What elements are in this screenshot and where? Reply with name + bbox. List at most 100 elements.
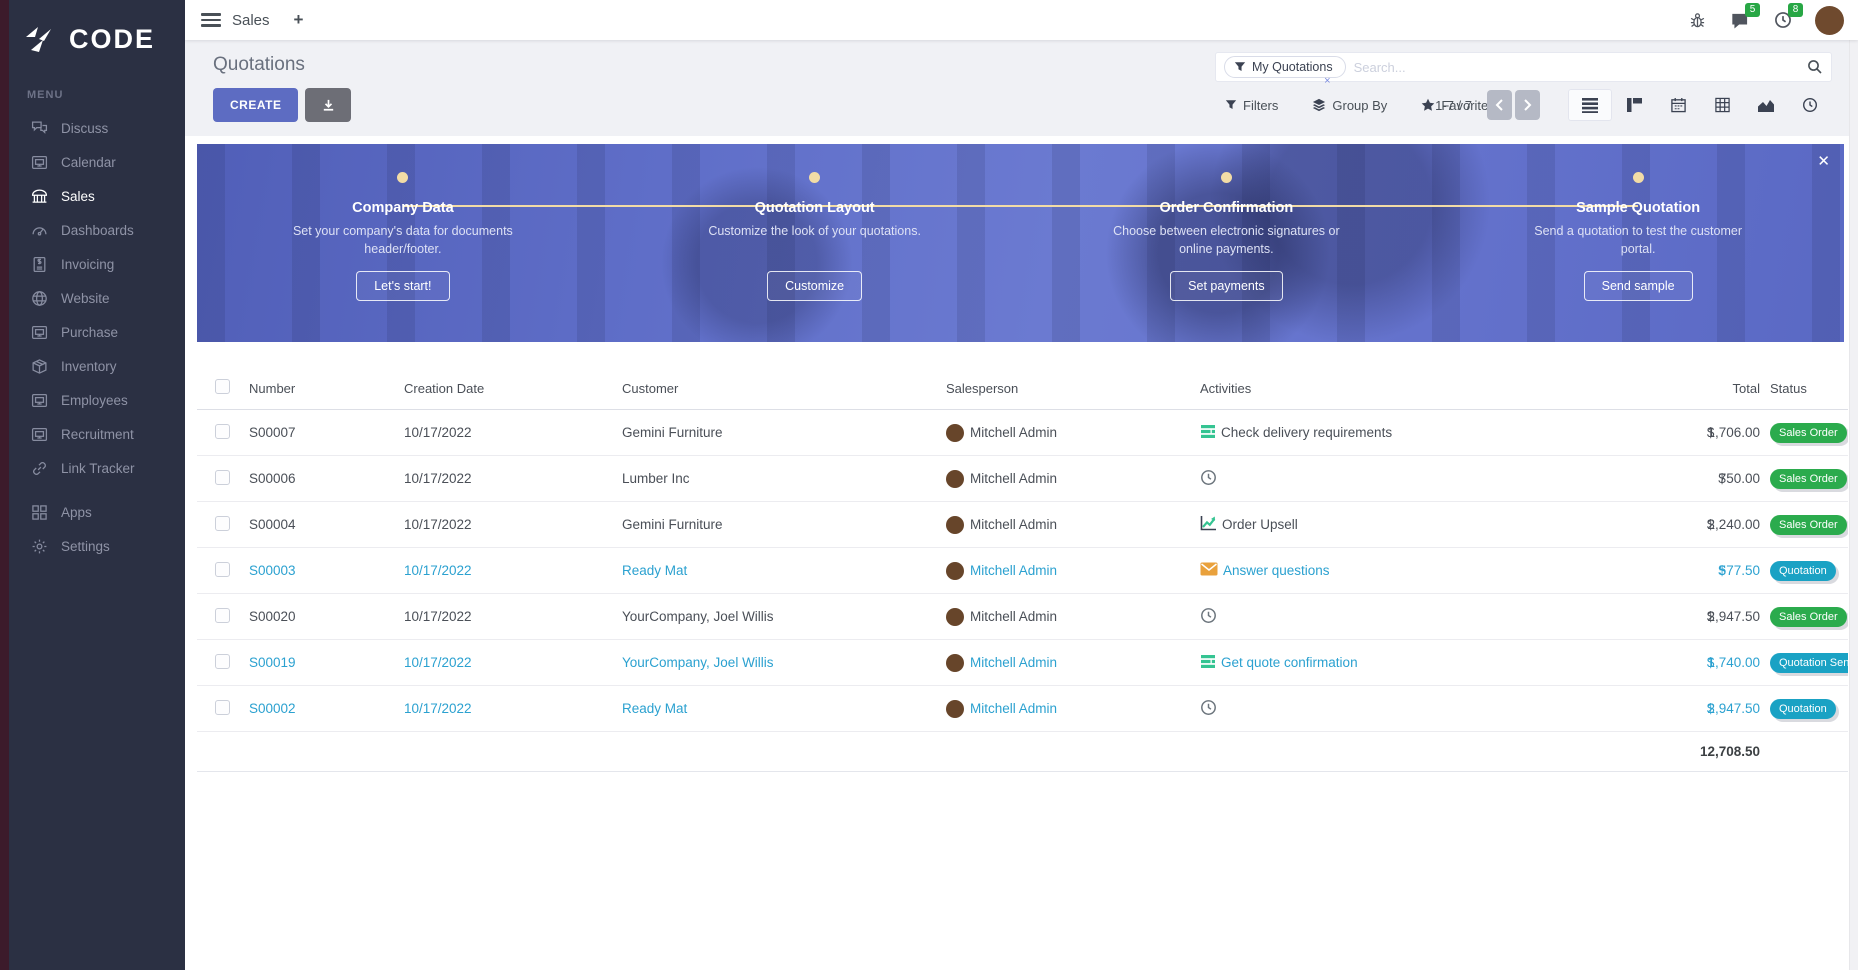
sidebar-item-calendar[interactable]: Calendar bbox=[0, 145, 185, 179]
cell-creation-date[interactable]: 10/17/2022 bbox=[400, 685, 618, 732]
cell-salesperson[interactable]: Mitchell Admin bbox=[970, 471, 1058, 486]
cell-activity-label[interactable]: Answer questions bbox=[1223, 563, 1330, 578]
table-row-S00002[interactable]: S00002 10/17/2022 Ready Mat Mitchell Admin $… bbox=[197, 685, 1848, 732]
row-checkbox[interactable] bbox=[215, 699, 230, 715]
sidebar-item-purchase[interactable]: Purchase bbox=[0, 315, 185, 349]
pager-next-button[interactable] bbox=[1515, 90, 1540, 120]
step-action-button[interactable]: Send sample bbox=[1583, 271, 1693, 301]
cell-customer[interactable]: Gemini Furniture bbox=[618, 409, 942, 456]
cell-customer[interactable]: Ready Mat bbox=[618, 547, 942, 594]
table-row-S00020[interactable]: S00020 10/17/2022 YourCompany, Joel Willis… bbox=[197, 593, 1848, 640]
activity-clock-topbar-icon[interactable]: 8 bbox=[1772, 3, 1803, 31]
cell-salesperson[interactable]: Mitchell Admin bbox=[970, 701, 1058, 716]
search-icon[interactable] bbox=[1807, 59, 1823, 75]
cell-creation-date[interactable]: 10/17/2022 bbox=[400, 455, 618, 502]
cell-customer[interactable]: YourCompany, Joel Willis bbox=[618, 639, 942, 686]
banner-close-icon[interactable]: ✕ bbox=[1817, 153, 1830, 170]
row-checkbox[interactable] bbox=[215, 561, 230, 577]
select-all-checkbox[interactable] bbox=[215, 379, 230, 394]
sidebar-item-apps[interactable]: Apps bbox=[0, 495, 185, 529]
row-checkbox[interactable] bbox=[215, 607, 230, 623]
cell-salesperson[interactable]: Mitchell Admin bbox=[970, 563, 1058, 578]
cell-salesperson[interactable]: Mitchell Admin bbox=[970, 425, 1058, 440]
export-download-button[interactable] bbox=[305, 88, 352, 122]
step-action-button[interactable]: Set payments bbox=[1170, 271, 1283, 301]
create-button[interactable]: CREATE bbox=[213, 88, 299, 122]
cell-creation-date[interactable]: 10/17/2022 bbox=[400, 547, 618, 594]
activity-clock-icon[interactable] bbox=[1200, 469, 1217, 489]
sidebar-item-employees[interactable]: Employees bbox=[0, 383, 185, 417]
row-checkbox[interactable] bbox=[215, 423, 230, 439]
cell-creation-date[interactable]: 10/17/2022 bbox=[400, 639, 618, 686]
view-list-button[interactable] bbox=[1568, 89, 1612, 121]
step-action-button[interactable]: Customize bbox=[767, 271, 863, 301]
row-checkbox[interactable] bbox=[215, 515, 230, 531]
sidebar-item-dashboards[interactable]: Dashboards bbox=[0, 213, 185, 247]
row-checkbox[interactable] bbox=[215, 469, 230, 485]
cell-creation-date[interactable]: 10/17/2022 bbox=[400, 593, 618, 640]
cell-number[interactable]: S00004 bbox=[245, 501, 400, 548]
view-activity-button[interactable] bbox=[1788, 89, 1832, 121]
cell-number[interactable]: S00006 bbox=[245, 455, 400, 502]
group-by-button[interactable]: Group By bbox=[1312, 98, 1387, 113]
menu-toggle-icon[interactable] bbox=[201, 13, 221, 27]
messages-icon[interactable]: 5 bbox=[1729, 3, 1760, 31]
view-graph-button[interactable] bbox=[1744, 89, 1788, 121]
cell-customer[interactable]: Lumber Inc bbox=[618, 455, 942, 502]
app-tab-sales[interactable]: Sales bbox=[232, 11, 270, 29]
view-kanban-button[interactable] bbox=[1612, 89, 1656, 121]
column-header-activities[interactable]: Activities bbox=[1196, 366, 1600, 410]
search-facet-my-quotations[interactable]: My Quotations × bbox=[1224, 56, 1346, 87]
cell-creation-date[interactable]: 10/17/2022 bbox=[400, 501, 618, 548]
cell-number[interactable]: S00007 bbox=[245, 409, 400, 456]
sidebar-item-sales[interactable]: Sales bbox=[0, 179, 185, 213]
column-header-total[interactable]: Total bbox=[1600, 366, 1762, 410]
table-row-S00019[interactable]: S00019 10/17/2022 YourCompany, Joel Willis… bbox=[197, 639, 1848, 686]
activity-list-icon[interactable] bbox=[1200, 424, 1216, 442]
filters-button[interactable]: Filters bbox=[1225, 98, 1278, 113]
facet-remove-icon[interactable]: × bbox=[1324, 75, 1331, 87]
sidebar-item-website[interactable]: Website bbox=[0, 281, 185, 315]
search-bar[interactable]: My Quotations × bbox=[1215, 52, 1832, 87]
cell-salesperson[interactable]: Mitchell Admin bbox=[970, 655, 1058, 670]
user-avatar[interactable] bbox=[1815, 5, 1844, 35]
scrollbar-track[interactable] bbox=[1849, 40, 1858, 970]
row-checkbox[interactable] bbox=[215, 653, 230, 669]
table-row-S00004[interactable]: S00004 10/17/2022 Gemini Furniture Mitchell… bbox=[197, 501, 1848, 548]
table-row-S00007[interactable]: S00007 10/17/2022 Gemini Furniture Mitchell… bbox=[197, 409, 1848, 456]
activity-clock-icon[interactable] bbox=[1200, 607, 1217, 627]
sidebar-item-invoicing[interactable]: Invoicing bbox=[0, 247, 185, 281]
search-input[interactable] bbox=[1353, 59, 1807, 75]
sidebar-item-link-tracker[interactable]: Link Tracker bbox=[0, 451, 185, 485]
favorites-button[interactable]: Favorites bbox=[1421, 98, 1495, 113]
cell-salesperson[interactable]: Mitchell Admin bbox=[970, 517, 1058, 532]
new-tab-button[interactable]: + bbox=[293, 10, 304, 29]
cell-number[interactable]: S00019 bbox=[245, 639, 400, 686]
table-row-S00003[interactable]: S00003 10/17/2022 Ready Mat Mitchell Admin A… bbox=[197, 547, 1848, 594]
cell-activity-label[interactable]: Get quote confirmation bbox=[1221, 655, 1358, 670]
brand-logo[interactable]: CODE bbox=[0, 0, 185, 81]
cell-activity-label[interactable]: Order Upsell bbox=[1222, 517, 1298, 532]
debug-bug-icon[interactable] bbox=[1686, 9, 1708, 31]
column-header-salesperson[interactable]: Salesperson bbox=[942, 366, 1196, 410]
activity-mail-icon[interactable] bbox=[1200, 562, 1218, 579]
sidebar-item-discuss[interactable]: Discuss bbox=[0, 111, 185, 145]
table-row-S00006[interactable]: S00006 10/17/2022 Lumber Inc Mitchell Admin… bbox=[197, 455, 1848, 502]
sidebar-item-settings[interactable]: Settings bbox=[0, 529, 185, 563]
view-pivot-button[interactable] bbox=[1700, 89, 1744, 121]
cell-customer[interactable]: Gemini Furniture bbox=[618, 501, 942, 548]
cell-creation-date[interactable]: 10/17/2022 bbox=[400, 409, 618, 456]
sidebar-item-recruitment[interactable]: Recruitment bbox=[0, 417, 185, 451]
activity-list-icon[interactable] bbox=[1200, 654, 1216, 672]
column-header-creation-date[interactable]: Creation Date bbox=[400, 366, 618, 410]
view-calendar-button[interactable] bbox=[1656, 89, 1700, 121]
column-header-customer[interactable]: Customer bbox=[618, 366, 942, 410]
cell-number[interactable]: S00020 bbox=[245, 593, 400, 640]
cell-salesperson[interactable]: Mitchell Admin bbox=[970, 609, 1058, 624]
cell-number[interactable]: S00002 bbox=[245, 685, 400, 732]
column-header-number[interactable]: Number bbox=[245, 366, 400, 410]
cell-customer[interactable]: YourCompany, Joel Willis bbox=[618, 593, 942, 640]
activity-chart-icon[interactable] bbox=[1200, 515, 1217, 534]
sidebar-item-inventory[interactable]: Inventory bbox=[0, 349, 185, 383]
cell-number[interactable]: S00003 bbox=[245, 547, 400, 594]
